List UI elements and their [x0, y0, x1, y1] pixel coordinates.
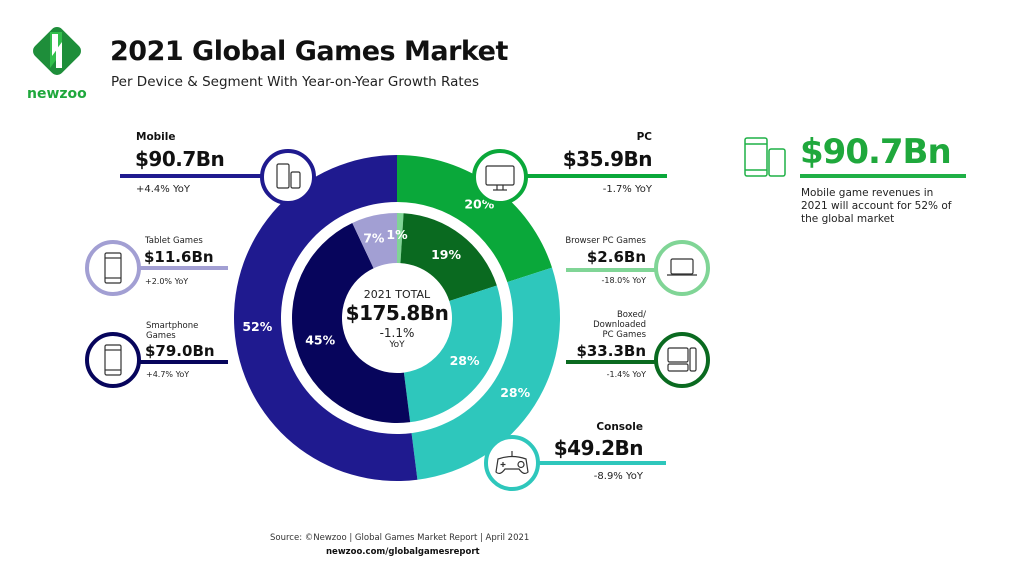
pc-label: PC: [636, 131, 652, 143]
mobile-value: $90.7Bn: [135, 147, 225, 171]
browser-pc-label: Browser PC Games: [565, 236, 646, 246]
page-title: 2021 Global Games Market: [110, 36, 508, 67]
report-link[interactable]: newzoo.com/globalgamesreport: [326, 547, 480, 557]
smartphone-label: Smartphone Games: [146, 321, 198, 341]
boxed-pc-yoy: -1.4% YoY: [606, 370, 646, 379]
console-value: $49.2Bn: [553, 436, 644, 460]
tablet-icon: [85, 240, 141, 296]
boxed-pc-label-line2: Downloaded: [593, 320, 646, 330]
inner-label-console: 28%: [450, 353, 480, 368]
smartphone-label-line1: Smartphone: [146, 321, 199, 331]
browser-pc-value: $2.6Bn: [586, 248, 646, 266]
mobile-devices-icon: [260, 149, 316, 205]
boxed-pc-label-line1: Boxed/: [616, 310, 646, 320]
total-yoy-unit: YoY: [389, 340, 405, 350]
newzoo-logo: [33, 27, 81, 75]
desktop-computer-icon: [654, 332, 710, 388]
smartphone-icon: [85, 332, 141, 388]
inner-slice-smartphone: [291, 222, 411, 424]
tablet-yoy: +2.0% YoY: [145, 277, 189, 286]
inner-slice-boxed_pc: [400, 213, 497, 302]
console-label: Console: [596, 421, 643, 433]
boxed-pc-value: $33.3Bn: [576, 342, 646, 360]
inner-label-smartphone: 45%: [305, 332, 335, 347]
inner-slice-browser_pc: [397, 213, 404, 264]
gamepad-icon: [484, 435, 540, 491]
outer-slice-mobile: [234, 155, 418, 481]
pc-value: $35.9Bn: [562, 147, 653, 171]
console-yoy: -8.9% YoY: [593, 471, 643, 482]
boxed-pc-label-line3: PC Games: [602, 330, 647, 340]
inner-label-boxed_pc: 19%: [431, 247, 461, 262]
outer-slice-pc: [397, 155, 553, 283]
monitor-icon: [472, 149, 528, 205]
logo-text: newzoo: [27, 86, 87, 102]
smartphone-value: $79.0Bn: [145, 342, 215, 360]
tablet-value: $11.6Bn: [144, 248, 214, 266]
browser-pc-yoy: -18.0% YoY: [601, 276, 646, 285]
center-total: 2021 TOTAL $175.8Bn -1.1% YoY: [342, 288, 452, 350]
smartphone-label-line2: Games: [146, 331, 176, 341]
outer-slice-console: [411, 267, 560, 480]
inner-label-tablet: 7%: [363, 230, 385, 245]
mobile-devices-highlight-icon: [744, 137, 786, 177]
inner-label-browser_pc: 1%: [386, 227, 408, 242]
pc-yoy: -1.7% YoY: [602, 184, 652, 195]
outer-label-mobile: 52%: [242, 319, 272, 334]
inner-slice-tablet: [352, 213, 397, 269]
smartphone-yoy: +4.7% YoY: [146, 370, 190, 379]
outer-label-console: 28%: [500, 385, 530, 400]
mobile-yoy: +4.4% YoY: [136, 184, 190, 195]
boxed-pc-label: Boxed/Downloaded PC Games: [593, 310, 646, 340]
highlight-value: $90.7Bn: [800, 132, 952, 172]
highlight-underline: [800, 174, 966, 178]
highlight-text: Mobile game revenues in 2021 will accoun…: [801, 187, 952, 225]
total-label: 2021 TOTAL: [363, 288, 431, 301]
inner-slice-console: [403, 285, 503, 423]
laptop-icon: [654, 240, 710, 296]
total-yoy: -1.1%: [379, 326, 415, 340]
page-subtitle: Per Device & Segment With Year-on-Year G…: [111, 74, 480, 90]
tablet-label: Tablet Games: [145, 236, 203, 246]
total-value: $175.8Bn: [345, 301, 449, 325]
source-text: Source: ©Newzoo | Global Games Market Re…: [270, 533, 530, 543]
mobile-label: Mobile: [136, 131, 176, 143]
